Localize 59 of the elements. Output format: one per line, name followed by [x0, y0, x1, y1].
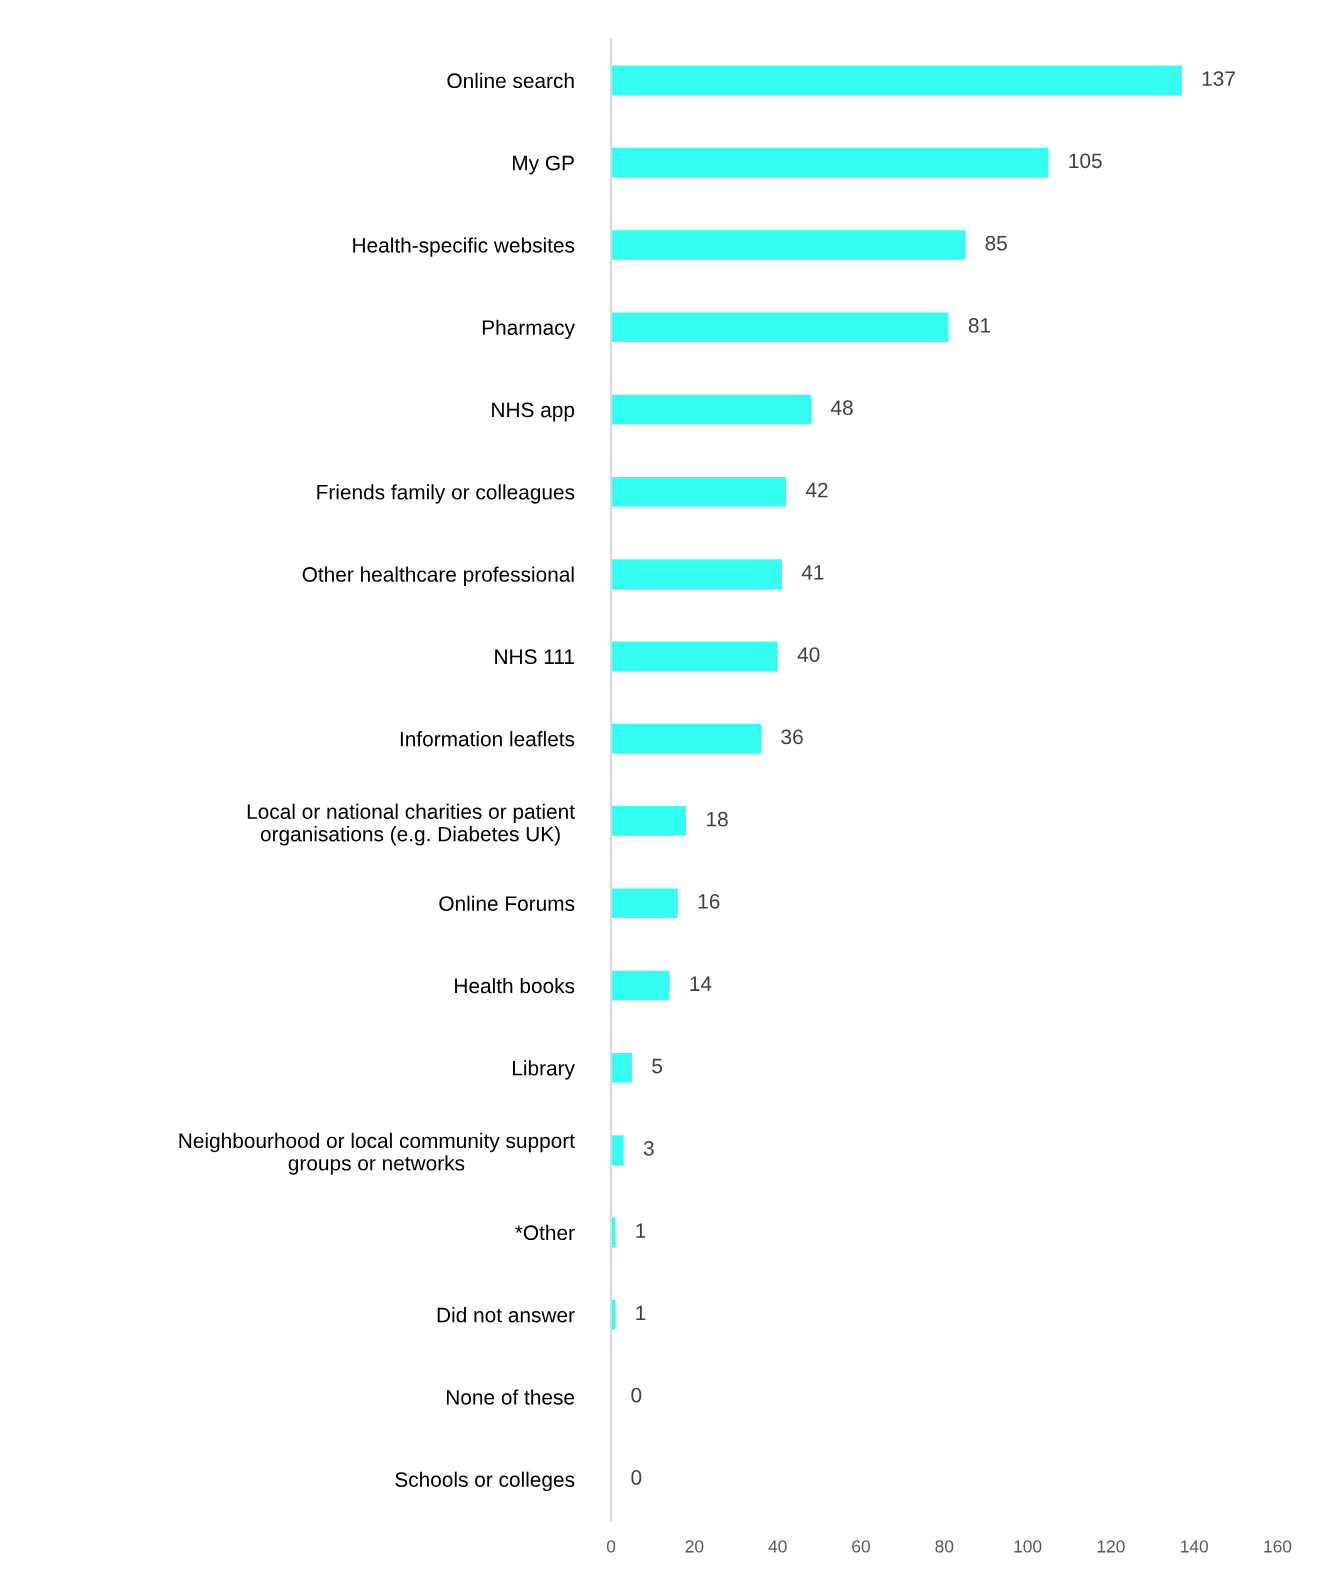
y-tick-label: NHS app: [492, 402, 575, 422]
data-label: 137: [1202, 71, 1235, 86]
bar: [611, 559, 782, 589]
data-label: 14: [690, 976, 712, 991]
x-tick-label: 0: [606, 1540, 616, 1553]
x-tick-label: 40: [768, 1540, 787, 1553]
bar: [611, 312, 949, 343]
bar: [611, 723, 762, 754]
y-tick-label: Online Forums: [439, 895, 575, 911]
y-tick-label: My GP: [513, 155, 574, 175]
data-label: 3: [643, 1140, 654, 1156]
x-tick-label: 80: [935, 1540, 954, 1553]
data-label: 5: [652, 1058, 663, 1074]
data-label: 1: [636, 1223, 646, 1238]
bar: [611, 970, 670, 1001]
data-label: 0: [631, 1470, 642, 1485]
bar: [611, 476, 787, 507]
data-label: 0: [631, 1387, 642, 1403]
y-tick-label: Did not answer: [437, 1307, 575, 1323]
y-tick-label: Pharmacy: [482, 319, 575, 340]
y-tick-label: Other healthcare professional: [302, 566, 574, 586]
x-tick-label: 140: [1181, 1540, 1208, 1553]
y-tick-label: Health books: [455, 977, 575, 994]
data-label: 48: [830, 400, 853, 416]
data-label: 81: [968, 318, 991, 333]
y-tick-label: Library: [513, 1060, 575, 1080]
data-label: 40: [797, 647, 820, 662]
y-tick-label: Health-specific websites: [353, 237, 575, 257]
bar: [611, 147, 1049, 178]
x-tick-label: 100: [1014, 1540, 1042, 1553]
y-tick-label: *Other: [515, 1224, 575, 1241]
bar: [611, 1135, 624, 1165]
bar: [611, 1052, 632, 1083]
data-label: 42: [805, 482, 828, 498]
y-tick-label: None of these: [446, 1389, 575, 1405]
y-tick-label: Information leaflets: [400, 731, 575, 747]
bar: [611, 65, 1182, 96]
bar: [611, 806, 687, 836]
y-tick-label: Local or national charities or patient organisations (e.g. Diabetes UK): [247, 803, 575, 846]
y-tick-label: Schools or colleges: [395, 1471, 575, 1492]
bar: [611, 641, 778, 672]
bar: [611, 230, 966, 260]
x-tick-label: 160: [1264, 1540, 1292, 1553]
bar: [611, 888, 678, 919]
data-label: 16: [698, 894, 720, 909]
data-label: 36: [781, 729, 803, 745]
y-tick-label: Neighbourhood or local community support groups or networks: [179, 1132, 575, 1175]
data-label: 41: [801, 565, 824, 580]
y-tick-label: Online search: [447, 72, 574, 89]
x-tick-label: 60: [852, 1540, 870, 1553]
data-label: 18: [707, 811, 728, 827]
y-tick-label: NHS 111: [495, 649, 574, 665]
x-tick-label: 120: [1097, 1540, 1125, 1553]
data-label: 1: [636, 1305, 646, 1321]
data-label: 85: [985, 235, 1007, 251]
bar: [611, 394, 812, 425]
data-label: 105: [1069, 153, 1102, 169]
x-tick-label: 20: [685, 1540, 704, 1553]
y-tick-label: Friends family or colleagues: [317, 484, 575, 504]
